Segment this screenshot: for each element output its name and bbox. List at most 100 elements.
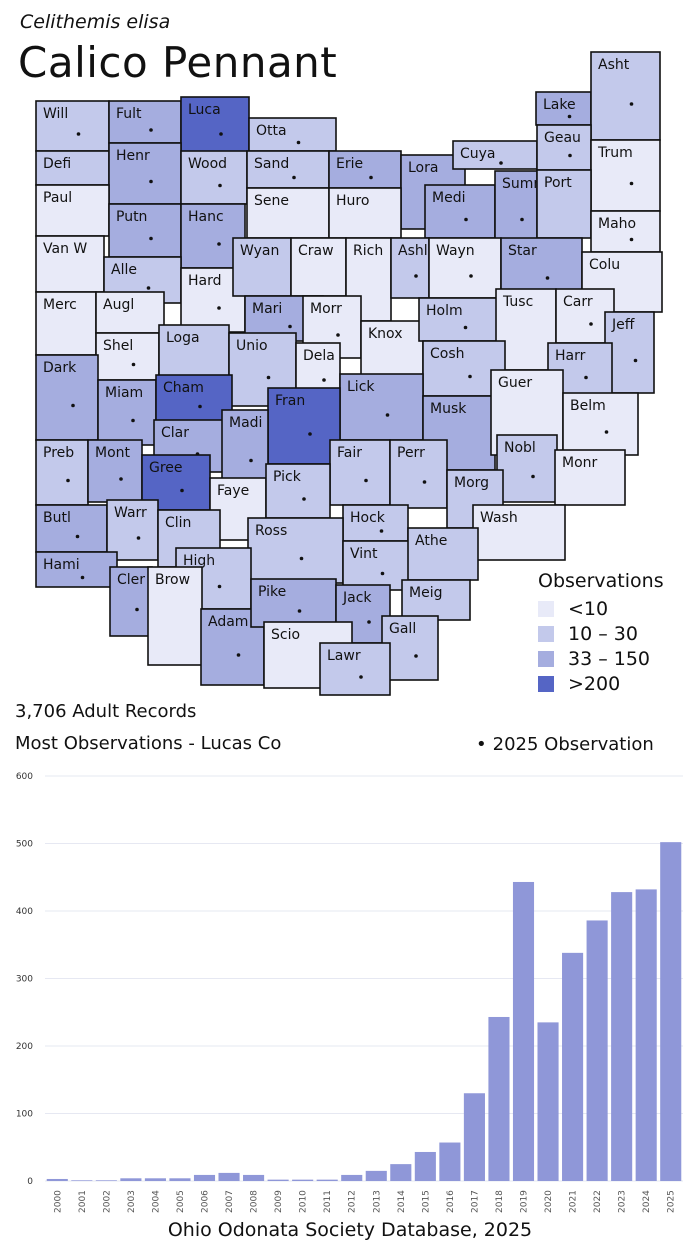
county-paul: Paul bbox=[35, 184, 110, 237]
county-shape bbox=[562, 392, 639, 456]
county-label: Miam bbox=[105, 385, 143, 401]
county-label: Scio bbox=[271, 627, 300, 643]
county-label: Hock bbox=[350, 510, 386, 526]
observation-2025-dot bbox=[180, 488, 184, 493]
observation-2025-dot bbox=[499, 161, 503, 165]
observation-dot-icon: • bbox=[476, 734, 487, 755]
bar-2016 bbox=[439, 1142, 461, 1181]
county-label: Lora bbox=[408, 160, 438, 176]
observation-2025-dot bbox=[71, 403, 75, 408]
legend-label: <10 bbox=[568, 597, 609, 620]
legend-swatch bbox=[538, 650, 554, 667]
record-count: 3,706 Adult Records bbox=[15, 701, 197, 722]
county-shape bbox=[180, 150, 248, 205]
county-port: Port bbox=[536, 169, 592, 239]
county-shape bbox=[472, 504, 566, 561]
county-label: Paul bbox=[43, 190, 72, 206]
bar-2022 bbox=[586, 920, 608, 1181]
county-label: Wood bbox=[188, 156, 227, 172]
county-nobl: Nobl bbox=[496, 434, 558, 503]
x-tick-label: 2002 bbox=[102, 1190, 112, 1213]
observation-2025-dot bbox=[198, 404, 202, 409]
y-tick-label: 300 bbox=[16, 975, 33, 985]
county-unio: Unio bbox=[228, 332, 297, 407]
county-label: Otta bbox=[256, 123, 287, 139]
county-label: Warr bbox=[114, 505, 147, 521]
county-shape bbox=[452, 140, 538, 170]
county-shape bbox=[250, 578, 337, 628]
county-label: Faye bbox=[217, 483, 249, 499]
county-label: Fran bbox=[275, 393, 305, 409]
county-label: Erie bbox=[336, 156, 363, 172]
y-tick-label: 200 bbox=[16, 1042, 33, 1052]
county-cler: Cler bbox=[109, 566, 153, 637]
x-tick-label: 2012 bbox=[348, 1190, 358, 1213]
observation-2025-dot bbox=[464, 217, 468, 222]
observation-2025-dot bbox=[336, 333, 340, 337]
county-shape bbox=[328, 150, 402, 189]
county-label: Dela bbox=[303, 348, 335, 364]
county-shape bbox=[342, 540, 411, 591]
county-fran: Fran bbox=[267, 387, 341, 465]
county-shape bbox=[35, 100, 110, 152]
county-shape bbox=[35, 184, 110, 237]
county-shape bbox=[87, 439, 143, 503]
observation-2025-dot bbox=[288, 324, 292, 329]
observation-2025-key: • 2025 Observation bbox=[476, 734, 654, 755]
county-label: Butl bbox=[43, 510, 71, 526]
county-pick: Pick bbox=[265, 463, 331, 519]
county-wyan: Wyan bbox=[232, 237, 292, 297]
observation-2025-dot bbox=[146, 286, 151, 290]
x-tick-label: 2003 bbox=[127, 1190, 137, 1213]
county-label: Putn bbox=[116, 209, 147, 225]
county-label: Fult bbox=[116, 106, 142, 122]
observation-2025-dot bbox=[414, 274, 418, 278]
observation-2025-dot bbox=[629, 237, 634, 242]
county-label: Sand bbox=[254, 156, 289, 172]
bar-2009 bbox=[267, 1179, 289, 1181]
observation-2025-dot bbox=[567, 114, 572, 119]
bar-2012 bbox=[341, 1174, 363, 1181]
bar-2023 bbox=[611, 892, 633, 1181]
observation-2025-dot bbox=[131, 362, 136, 367]
county-shape bbox=[428, 237, 502, 299]
county-holm: Holm bbox=[418, 297, 501, 342]
observation-2025-dot bbox=[629, 181, 634, 186]
x-tick-label: 2011 bbox=[323, 1190, 333, 1213]
county-label: Will bbox=[43, 106, 68, 122]
observation-2025-dot bbox=[379, 529, 384, 533]
x-tick-label: 2023 bbox=[618, 1190, 628, 1213]
observation-2025-dot bbox=[236, 653, 241, 657]
county-label: Cham bbox=[163, 380, 204, 396]
county-label: Jeff bbox=[611, 317, 635, 333]
bar-2021 bbox=[562, 952, 584, 1181]
county-augl: Augl bbox=[95, 291, 165, 334]
county-shape bbox=[155, 374, 233, 423]
bar-2013 bbox=[365, 1170, 387, 1181]
x-tick-label: 2016 bbox=[446, 1190, 456, 1213]
county-shape bbox=[590, 210, 661, 253]
county-label: Morg bbox=[454, 475, 489, 491]
county-lick: Lick bbox=[339, 373, 424, 441]
county-label: Loga bbox=[166, 330, 200, 346]
county-label: Harr bbox=[555, 348, 586, 364]
county-label: Van W bbox=[43, 241, 87, 257]
county-henr: Henr bbox=[108, 142, 182, 205]
observation-2025-dot bbox=[119, 477, 123, 481]
county-label: Pick bbox=[273, 469, 302, 485]
county-label: Wayn bbox=[436, 243, 475, 259]
county-cham: Cham bbox=[155, 374, 233, 423]
observation-2025-dot bbox=[219, 132, 223, 136]
county-luca: Luca bbox=[180, 96, 250, 156]
x-tick-label: 2008 bbox=[250, 1190, 260, 1213]
county-label: Star bbox=[508, 243, 537, 259]
county-dark: Dark bbox=[35, 354, 99, 441]
county-label: Madi bbox=[229, 415, 262, 431]
observation-2025-dot bbox=[629, 102, 634, 106]
county-label: Cuya bbox=[460, 146, 496, 162]
county-label: Vint bbox=[350, 546, 378, 562]
observation-2025-dot bbox=[604, 430, 609, 434]
y-tick-label: 100 bbox=[16, 1110, 33, 1120]
county-label: Perr bbox=[397, 445, 425, 461]
x-tick-label: 2022 bbox=[593, 1190, 603, 1213]
